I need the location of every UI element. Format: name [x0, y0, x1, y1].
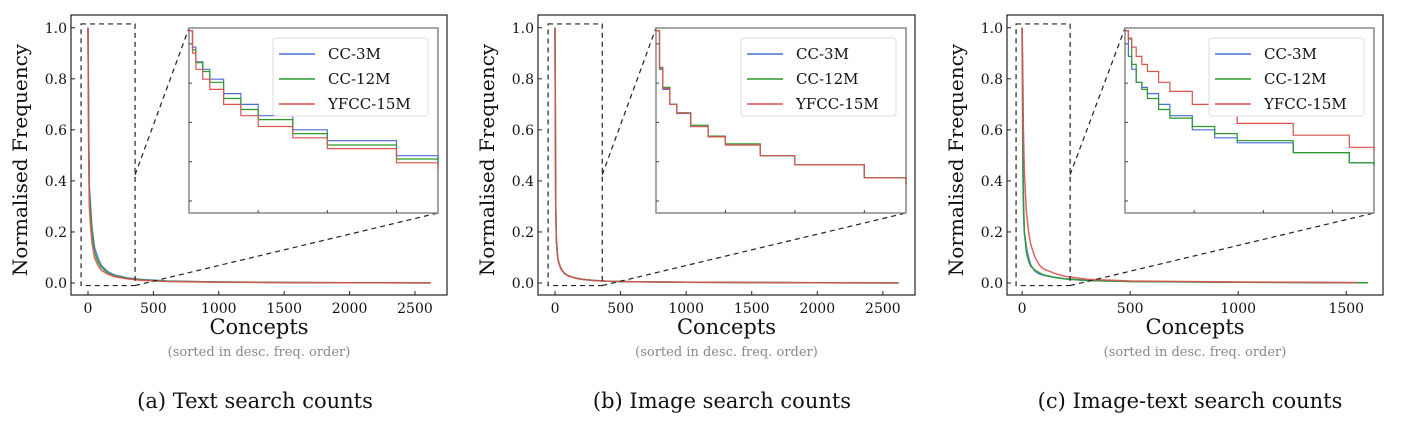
legend-label: CC-3M	[328, 45, 381, 63]
y-tick-label: 0.8	[981, 72, 1003, 88]
y-tick-label: 0.8	[45, 72, 67, 88]
x-axis-sublabel: (sorted in desc. freq. order)	[635, 345, 818, 360]
y-tick-label: 0.4	[45, 174, 67, 190]
legend-label: YFCC-15M	[795, 95, 879, 113]
subfigure-caption: (a) Text search counts	[137, 389, 373, 413]
y-tick-label: 0.2	[45, 225, 67, 241]
subfigure-caption: (b) Image search counts	[593, 389, 851, 413]
x-tick-label: 1500	[266, 301, 302, 317]
x-axis-sublabel: (sorted in desc. freq. order)	[168, 345, 351, 360]
inset-axes: CC-3M CC-12M YFCC-15M	[1124, 27, 1375, 214]
legend-label: CC-12M	[796, 70, 858, 88]
y-tick-label: 0.6	[981, 123, 1003, 139]
zoom-connector	[1069, 212, 1375, 287]
legend-label: CC-3M	[1264, 45, 1317, 63]
y-tick-label: 0.6	[512, 123, 534, 139]
x-axis-label: Concepts	[209, 315, 308, 339]
zoom-region-box	[1015, 23, 1071, 287]
legend-box	[272, 37, 429, 117]
y-tick-label: 0.0	[981, 276, 1003, 292]
legend-label: YFCC-15M	[1263, 95, 1347, 113]
x-tick-label: 1000	[1220, 301, 1256, 317]
inset-axes: CC-3M CC-12M YFCC-15M	[655, 27, 907, 214]
zoom-connector	[1069, 27, 1126, 175]
legend: CC-3M CC-12M YFCC-15M	[1208, 37, 1365, 117]
legend: CC-3M CC-12M YFCC-15M	[272, 37, 429, 117]
x-tick-label: 1500	[734, 301, 770, 317]
series-line-yfcc-15m	[554, 27, 899, 284]
subfigure-caption: (c) Image-text search counts	[1038, 389, 1343, 413]
zoom-connector	[602, 212, 907, 287]
x-axis-label: Concepts	[1145, 315, 1244, 339]
x-tick-label: 1000	[201, 301, 237, 317]
x-tick-label: 0	[84, 301, 93, 317]
x-axis-label: Concepts	[677, 315, 776, 339]
y-tick-label: 0.2	[512, 225, 534, 241]
y-tick-label: 0.0	[512, 276, 534, 292]
x-axis-sublabel: (sorted in desc. freq. order)	[1104, 345, 1287, 360]
inset-series-line-yfcc-15m	[656, 30, 907, 185]
legend-box	[1208, 37, 1365, 117]
y-tick-label: 1.0	[512, 21, 534, 37]
zoom-connector	[134, 27, 190, 175]
zoom-connector	[601, 27, 657, 175]
inset-series-line-cc-12m	[1125, 30, 1375, 166]
panel-c: 0 500 1000 1500 0.0 0.2 0.4 0.6 0.8 1.0 Concepts (s…	[944, 14, 1384, 413]
axes-frame	[537, 14, 916, 296]
x-tick-label: 500	[140, 301, 167, 317]
inset-series-line-yfcc-15m	[1125, 30, 1375, 151]
x-tick-label: 500	[1117, 301, 1144, 317]
legend: CC-3M CC-12M YFCC-15M	[740, 37, 897, 117]
legend-label: CC-12M	[1264, 70, 1326, 88]
series-line-yfcc-15m	[1021, 27, 1358, 284]
x-tick-label: 2500	[397, 301, 433, 317]
zoom-region-box	[547, 23, 603, 287]
x-tick-label: 1500	[1328, 301, 1364, 317]
x-tick-label: 500	[607, 301, 634, 317]
y-axis-label: Normalised Frequency	[944, 43, 968, 276]
y-tick-label: 1.0	[981, 21, 1003, 37]
x-tick-label: 0	[551, 301, 560, 317]
y-tick-label: 1.0	[45, 21, 67, 37]
series-line-yfcc-15m	[87, 27, 431, 284]
panel-b: 0 500 1000 1500 2000 2500 0.0 0.2 0.4 0.6 0.8 1.0 Co…	[475, 14, 916, 413]
y-axis-label: Normalised Frequency	[8, 43, 32, 276]
series-line-cc-12m	[1021, 27, 1368, 284]
y-tick-label: 0.4	[981, 174, 1003, 190]
y-tick-label: 0.6	[45, 123, 67, 139]
zoom-connector	[134, 212, 439, 287]
legend-label: CC-12M	[328, 70, 390, 88]
x-tick-label: 2000	[332, 301, 368, 317]
x-tick-label: 1000	[668, 301, 704, 317]
y-tick-label: 0.8	[512, 72, 534, 88]
y-tick-label: 0.2	[981, 225, 1003, 241]
panel-a: 0 500 1000 1500 2000 2500 0.0 0.2 0.4 0.6 0.8 1.0 Co…	[8, 14, 448, 413]
legend-label: CC-3M	[796, 45, 849, 63]
y-tick-label: 0.0	[45, 276, 67, 292]
y-tick-label: 0.4	[512, 174, 534, 190]
y-axis-label: Normalised Frequency	[475, 43, 499, 276]
inset-series-line-yfcc-15m	[189, 30, 439, 170]
x-tick-label: 2000	[799, 301, 835, 317]
axes-frame	[1006, 14, 1384, 296]
x-tick-label: 2500	[865, 301, 901, 317]
x-tick-label: 0	[1018, 301, 1027, 317]
legend-box	[740, 37, 897, 117]
zoom-region-box	[80, 23, 136, 287]
inset-axes: CC-3M CC-12M YFCC-15M	[188, 27, 439, 214]
axes-frame	[70, 14, 448, 296]
legend-label: YFCC-15M	[327, 95, 411, 113]
